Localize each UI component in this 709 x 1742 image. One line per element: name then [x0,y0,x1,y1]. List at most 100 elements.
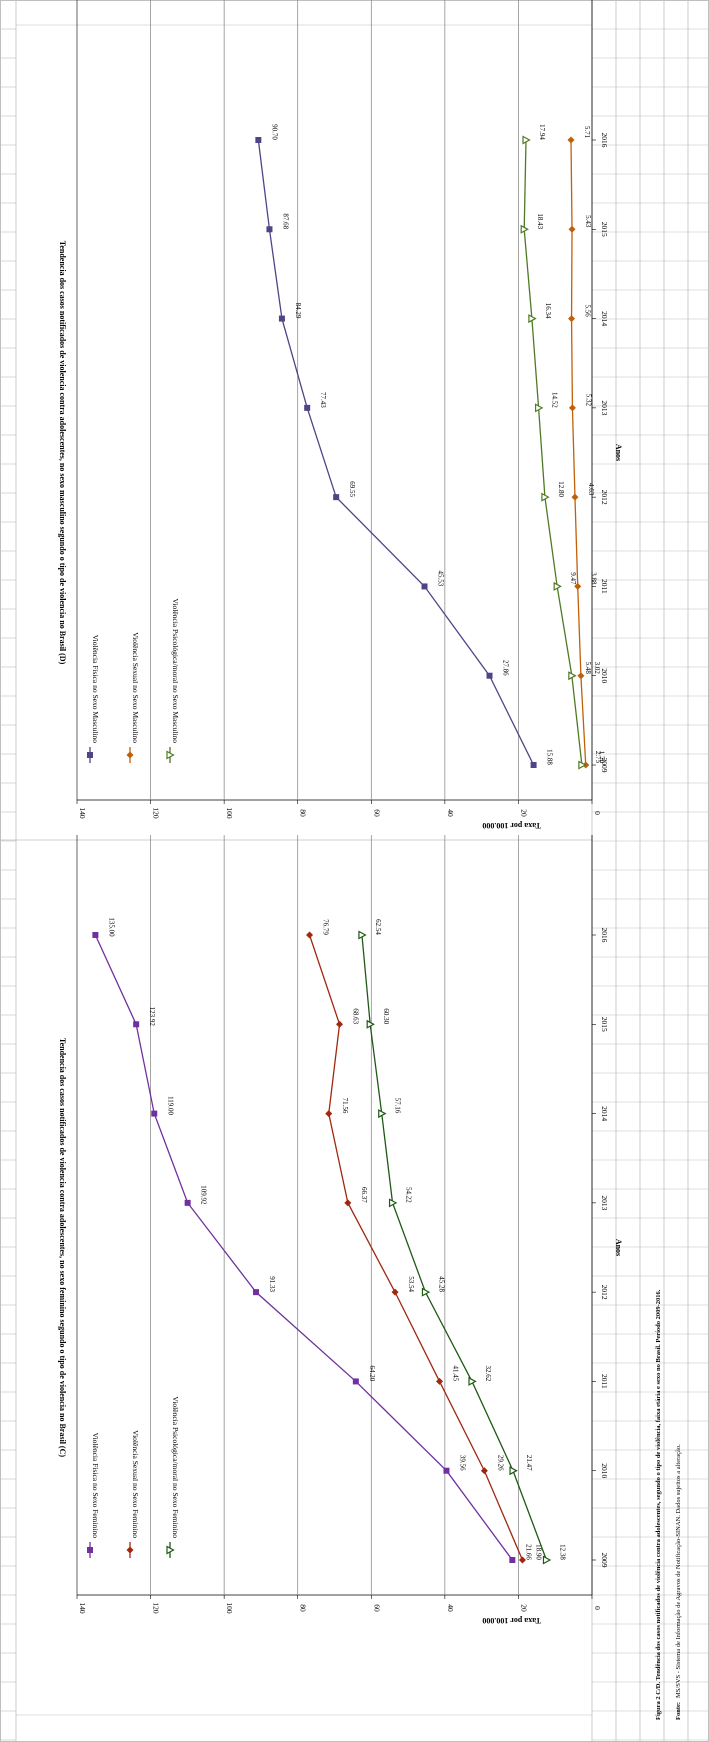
data-point [278,315,285,322]
data-label: 71.56 [341,1098,349,1114]
data-point [574,582,582,590]
data-label: 68.63 [352,1008,360,1024]
value-tick-label: 20 [519,1604,528,1612]
data-label: 5.43 [584,215,592,228]
series-line [361,934,548,1561]
data-label: 12.80 [557,481,565,497]
data-label: 54.22 [405,1187,413,1203]
data-label: 87.68 [281,213,289,229]
value-tick-label: 0 [593,1606,602,1610]
data-label: 45.28 [437,1276,445,1292]
year-tick-label: 2015 [600,1017,609,1032]
year-tick-label: 2013 [600,1195,609,1210]
data-point [333,494,340,501]
data-point [571,493,579,501]
data-point [133,1021,140,1028]
data-point [436,1377,444,1385]
data-label: 84.29 [294,303,302,319]
data-label: 9.47 [569,572,577,585]
data-label: 60.30 [382,1008,390,1024]
value-tick-label: 20 [519,809,528,817]
data-point [421,1287,431,1297]
x-axis-title: Anos [614,1239,623,1256]
source-label: Fonte: [675,1702,682,1720]
data-label: 5.56 [584,304,592,317]
data-point [509,1557,516,1563]
data-point [480,1467,488,1475]
data-point [304,404,311,411]
data-point [534,403,544,413]
legend-label: Violência Sexual no Sexo Masculino [131,632,140,743]
chart-title: Tendencia dos casos notificados de viole… [58,241,67,665]
value-tick-label: 40 [446,809,455,817]
data-point [568,225,576,233]
data-label: 12.38 [558,1544,566,1560]
data-point [518,1556,526,1564]
year-tick-label: 2013 [600,400,609,415]
data-label: 90.70 [270,124,278,140]
chart-c: 0 20 40 60 80 100 120 140 2009 2010 2011 2012 2013 20… [58,835,623,1625]
data-label: 3.02 [593,662,601,675]
data-label: 18.90 [534,1544,542,1560]
data-point [352,1378,359,1385]
data-label: 57.16 [394,1098,402,1114]
value-tick-label: 0 [593,811,602,815]
data-label: 91.33 [268,1276,276,1292]
data-point [184,1199,191,1206]
data-point [325,1110,333,1118]
data-point [522,135,531,145]
data-point [358,930,367,940]
value-tick-label: 120 [152,807,161,819]
data-label: 39.56 [458,1455,466,1471]
data-label: 27.86 [502,660,510,676]
data-label: 77.43 [319,392,327,408]
data-label: 18.43 [536,213,544,229]
legend-entry: Violência Sexual no Sexo Feminino [126,1430,140,1558]
year-tick-label: 2012 [600,1285,609,1300]
data-point [541,492,550,502]
data-label: 135.00 [107,917,115,937]
legend-swatch-marker [87,1547,93,1553]
legend-swatch-marker [126,751,134,759]
year-tick-label: 2011 [600,579,609,594]
legend-label: Violência Física no Sexo Feminino [91,1433,100,1539]
value-tick-label: 100 [225,807,234,819]
data-label: 21.66 [524,1544,532,1560]
data-label: 64.20 [368,1366,376,1382]
data-point [486,672,493,679]
data-point [336,1020,344,1028]
year-tick-label: 2009 [600,1553,609,1568]
year-tick-label: 2009 [600,758,609,773]
value-tick-label: 60 [372,809,381,817]
data-point [92,932,99,938]
year-tick-label: 2010 [600,668,609,683]
data-point [528,314,537,324]
caption-block: Figura 2 C/D. Tendência dos casos notifi… [655,1289,682,1720]
legend-entry: Violência Psicológica/moral no Sexo Masc… [166,598,180,763]
chart-title: Tendencia dos casos notificados de viole… [58,1038,67,1457]
data-point [468,1376,477,1386]
year-tick-label: 2016 [600,928,609,943]
data-label: 5.32 [584,394,592,407]
series-square: 21.66 39.56 64.20 91.33 109.92 119.00 123.92 13… [92,917,532,1563]
y-axis-title: Taxa por 100.000 [482,821,540,830]
series-triangle: 2.75 5.48 9.47 12.80 14.52 16.34 18.43 17.94 [520,124,602,770]
data-point [509,1466,518,1476]
value-tick-label: 40 [446,1604,455,1612]
legend-entry: Violência Psicológica/moral no Sexo Femi… [166,1396,180,1558]
legend-label: Violência Sexual no Sexo Feminino [131,1430,140,1538]
year-tick-label: 2015 [600,222,609,237]
series-line [308,934,524,1561]
series-line [94,934,513,1561]
data-label: 69.55 [348,481,356,497]
data-point [421,583,428,590]
data-label: 2.75 [594,751,602,764]
data-point [542,1555,552,1565]
data-label: 123.92 [148,1007,156,1027]
series-square: 15.88 27.86 45.53 69.55 77.43 84.29 87.68 90.70 [255,124,554,768]
series-triangle: 12.38 21.47 32.62 45.28 54.22 57.16 60.30 62.54 [358,919,566,1565]
